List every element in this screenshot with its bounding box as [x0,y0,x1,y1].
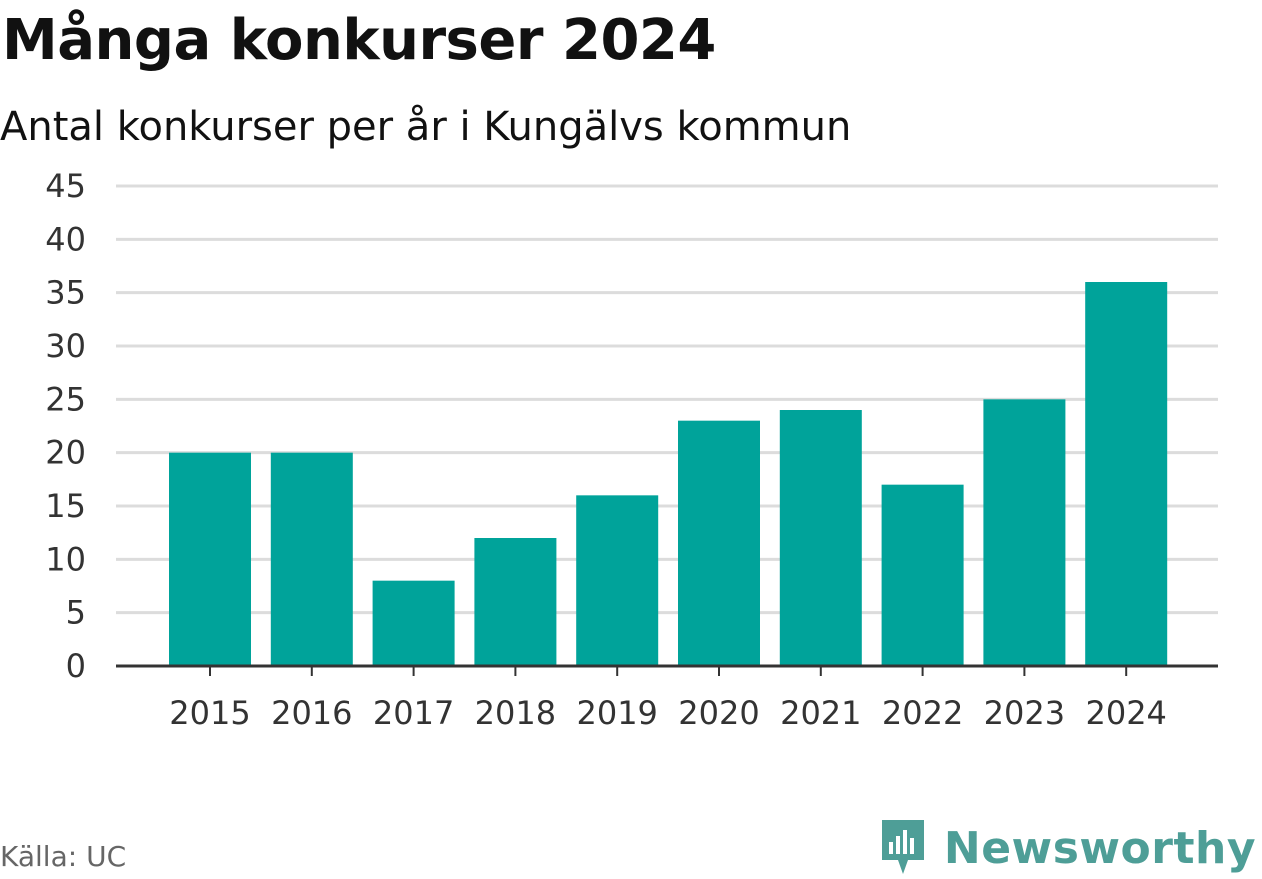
y-tick-label: 20 [45,434,86,472]
x-tick-label: 2016 [271,694,352,732]
bar-2024 [1085,282,1168,666]
y-tick-label: 0 [66,647,86,685]
y-tick-label: 25 [45,380,86,418]
brand-name: Newsworthy [943,822,1256,874]
bar-2015 [169,452,251,666]
x-tick-label: 2020 [678,694,759,732]
bar-2022 [881,484,964,666]
y-axis-ticks: 0 5 10 15 20 25 30 35 40 45 [45,167,86,685]
x-tick-label: 2023 [984,694,1065,732]
source-note: Källa: UC [0,840,127,873]
y-tick-label: 15 [45,487,86,525]
bar-2020 [678,420,760,666]
bar-2018 [474,538,557,666]
y-tick-label: 45 [45,167,86,205]
bar-2016 [270,452,353,666]
brand[interactable]: Newsworthy [878,818,1256,878]
chart-subtitle: Antal konkurser per år i Kungälvs kommun [0,104,852,150]
x-tick-label: 2015 [169,694,250,732]
y-tick-label: 10 [45,540,86,578]
x-axis-ticks: 2015 2016 2017 2018 2019 2020 2021 2022 2023 2024 [169,666,1167,732]
y-tick-label: 35 [45,274,86,312]
x-tick-label: 2017 [373,694,454,732]
x-tick-label: 2022 [882,694,963,732]
y-tick-label: 30 [45,327,86,365]
newsworthy-logo-icon [881,820,924,874]
y-tick-label: 5 [66,594,86,632]
bars [169,282,1168,666]
bar-2017 [372,580,455,666]
bar-2019 [576,495,659,666]
x-tick-label: 2019 [576,694,657,732]
x-tick-label: 2018 [475,694,556,732]
x-tick-label: 2024 [1085,694,1166,732]
bar-2023 [983,399,1066,666]
x-tick-label: 2021 [780,694,861,732]
bar-2021 [779,410,862,666]
chart-title: Många konkurser 2024 [2,8,716,73]
y-tick-label: 40 [45,220,86,258]
